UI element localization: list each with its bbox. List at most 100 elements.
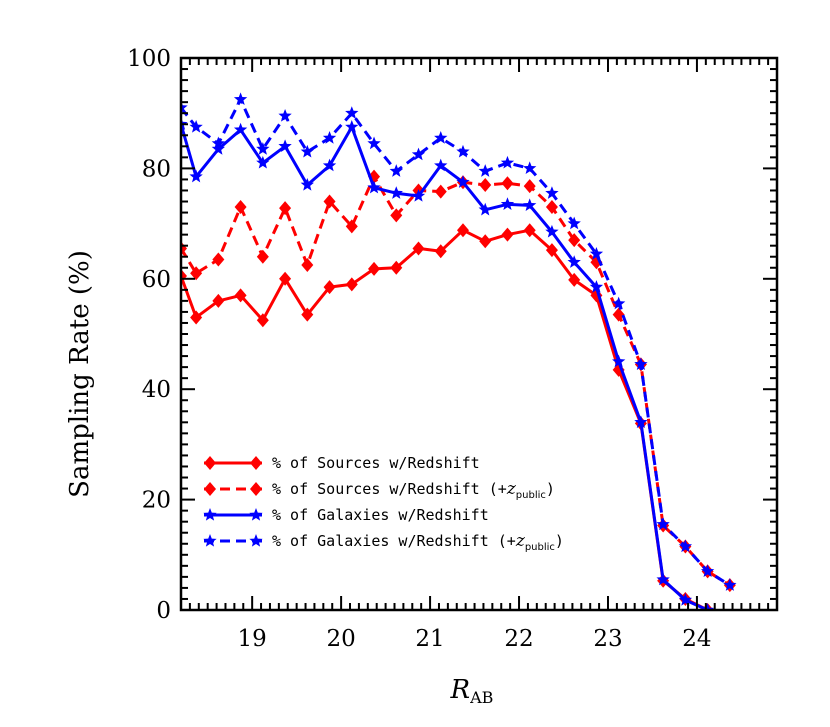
- plot-area: [181, 92, 737, 610]
- series-3-point: [389, 186, 403, 199]
- x-tick-label: 19: [238, 626, 267, 652]
- series-3-point: [189, 169, 203, 183]
- series-4-point: [300, 144, 314, 158]
- x-axis-title-sub: AB: [469, 688, 493, 707]
- series-1-point: [390, 260, 403, 275]
- series-2-point: [590, 255, 603, 270]
- x-tick-label: 23: [593, 626, 622, 652]
- series-2-point: [612, 307, 625, 322]
- series-1-point: [568, 272, 581, 287]
- series-1-point: [345, 277, 358, 292]
- x-tick-label: 21: [415, 626, 444, 652]
- series-3-point: [678, 593, 693, 606]
- series-3-point: [211, 142, 226, 155]
- series-2-point: [390, 208, 403, 223]
- series-4-point: [211, 136, 226, 150]
- legend-marker: [250, 482, 262, 496]
- series-3-point: [589, 280, 604, 293]
- series-3-point: [612, 354, 626, 368]
- x-tick-label: 20: [326, 626, 355, 652]
- plot-frame: [179, 56, 779, 612]
- series-2-point: [568, 233, 581, 248]
- series-4-point: [700, 564, 715, 578]
- series-4-point: [278, 108, 292, 122]
- series-1-point: [301, 307, 314, 322]
- series-4-point: [478, 164, 492, 177]
- series-3-point: [411, 189, 426, 202]
- legend-marker: [249, 534, 263, 547]
- y-tick-label: 0: [156, 598, 171, 624]
- series-3-point: [456, 175, 470, 188]
- series-2-point: [501, 176, 514, 191]
- series-4-point: [612, 296, 626, 310]
- series-2-point: [523, 179, 536, 194]
- legend-label-3: % of Galaxies w/Redshift: [272, 506, 489, 524]
- y-axis-title: Sampling Rate (%): [65, 250, 95, 498]
- series-3-point: [434, 158, 448, 172]
- legend-marker: [204, 456, 216, 470]
- series-2-point: [279, 201, 292, 216]
- series-4-point: [589, 246, 604, 260]
- series-1-point: [279, 271, 292, 286]
- series-4-point: [500, 155, 515, 169]
- series-4-point: [723, 578, 737, 591]
- series-4-point: [256, 142, 270, 155]
- series-1-point: [234, 288, 247, 303]
- series-1-point: [456, 223, 469, 238]
- series-4-point: [233, 92, 248, 106]
- x-tick-label: 24: [682, 626, 711, 652]
- y-tick-label: 20: [142, 488, 171, 514]
- x-axis-title: RAB: [450, 675, 494, 707]
- y-tick-label: 60: [142, 267, 171, 293]
- legend-label-1: % of Sources w/Redshift: [272, 454, 480, 472]
- series-4-point: [567, 216, 581, 230]
- series-1-point: [479, 234, 492, 249]
- series-2-point: [190, 266, 203, 281]
- series-4-point: [367, 136, 381, 150]
- legend-marker: [204, 482, 216, 496]
- series-2-point: [234, 200, 247, 215]
- series-3-point: [656, 572, 670, 586]
- series-1-point: [323, 280, 336, 295]
- legend-label-4: % of Galaxies w/Redshift (+zpublic): [272, 531, 564, 553]
- series-2-point: [434, 184, 447, 199]
- series-1-point: [501, 227, 514, 242]
- series-4-point: [345, 106, 359, 119]
- series-3-point: [367, 180, 381, 194]
- y-tick-label: 40: [142, 377, 171, 403]
- axes: 19 20 21 22 23 24 0 20 40 60 80 100: [127, 46, 779, 652]
- legend-label-2: % of Sources w/Redshift (+zpublic): [272, 479, 555, 501]
- series-3-point: [278, 139, 292, 152]
- series-1-point: [434, 244, 447, 259]
- series-4-point: [322, 131, 337, 144]
- series-4-point: [678, 539, 693, 553]
- series-1-point: [256, 313, 269, 328]
- series-2-point: [256, 249, 269, 264]
- legend-marker: [249, 508, 263, 521]
- x-tick-label: 22: [504, 626, 533, 652]
- series-1-point: [212, 293, 225, 308]
- legend-marker: [203, 534, 217, 547]
- series-1-point: [545, 243, 558, 258]
- series-line-1: [181, 228, 709, 610]
- series-2-point: [301, 258, 314, 272]
- series-4-point: [545, 186, 559, 199]
- series-3-point: [300, 177, 314, 191]
- series-4-point: [523, 161, 537, 175]
- legend: % of Sources w/Redshift % of Sources w/Re…: [203, 454, 564, 553]
- series-line-2: [181, 175, 731, 587]
- series-3-point: [322, 158, 337, 172]
- series-1-point: [523, 223, 536, 238]
- series-2-point: [212, 252, 225, 267]
- series-4-point: [181, 100, 188, 114]
- series-3-point: [634, 415, 648, 428]
- series-3-point: [700, 603, 715, 610]
- series-2-point: [323, 194, 336, 209]
- series-3-point: [523, 198, 537, 212]
- series-3-point: [345, 120, 359, 133]
- series-3-point: [233, 122, 248, 136]
- y-tick-label: 80: [142, 156, 171, 182]
- series-4-point: [189, 120, 203, 133]
- series-4-point: [389, 164, 403, 177]
